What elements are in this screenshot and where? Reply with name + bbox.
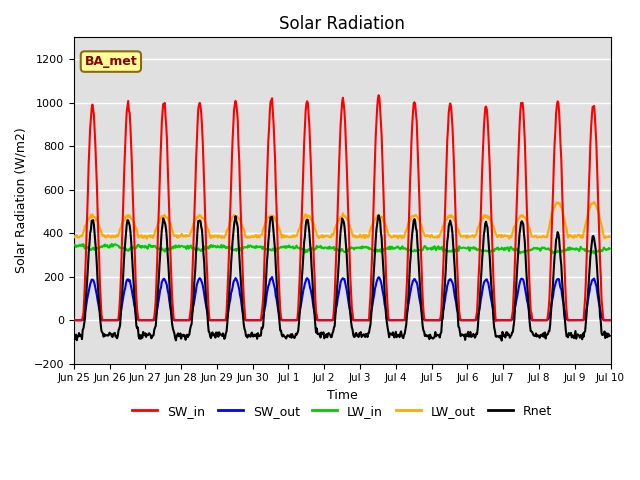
LW_out [606, 234, 614, 240]
SW_out [189, 304, 197, 310]
SW_out [606, 317, 614, 323]
Rnet [218, 332, 225, 338]
LW_out [135, 235, 143, 240]
LW_in [218, 245, 226, 251]
Rnet [498, 337, 506, 343]
SW_in [135, 317, 143, 323]
Rnet [189, 303, 197, 309]
LW_in [591, 251, 598, 256]
Rnet [70, 336, 77, 342]
Line: SW_in: SW_in [74, 95, 610, 321]
LW_in [136, 244, 143, 250]
SW_out [135, 317, 143, 323]
Line: Rnet: Rnet [74, 215, 610, 340]
SW_in [70, 317, 77, 323]
Text: BA_met: BA_met [84, 55, 137, 68]
LW_out [70, 235, 77, 240]
Line: LW_out: LW_out [74, 202, 610, 239]
LW_in [408, 248, 415, 254]
SW_out [79, 317, 87, 323]
SW_out [218, 317, 225, 323]
LW_out [408, 215, 415, 221]
SW_in [423, 317, 431, 323]
SW_in [375, 92, 383, 98]
Line: LW_in: LW_in [74, 244, 610, 253]
LW_in [423, 247, 431, 252]
LW_in [79, 241, 87, 247]
LW_in [70, 242, 77, 248]
SW_in [79, 310, 87, 316]
Rnet [423, 334, 431, 339]
Rnet [606, 333, 614, 339]
SW_in [492, 318, 500, 324]
Line: SW_out: SW_out [74, 277, 610, 320]
X-axis label: Time: Time [327, 389, 358, 402]
SW_in [189, 257, 197, 263]
LW_in [606, 246, 614, 252]
LW_out [190, 220, 198, 226]
SW_out [70, 317, 77, 323]
LW_in [108, 241, 116, 247]
Y-axis label: Solar Radiation (W/m2): Solar Radiation (W/m2) [15, 128, 28, 274]
SW_in [606, 317, 614, 323]
LW_out [79, 229, 87, 235]
SW_out [268, 274, 276, 280]
SW_out [408, 283, 415, 289]
Legend: SW_in, SW_out, LW_in, LW_out, Rnet: SW_in, SW_out, LW_in, LW_out, Rnet [127, 400, 557, 423]
Rnet [79, 325, 87, 331]
LW_out [590, 199, 598, 205]
SW_out [423, 317, 431, 323]
Title: Solar Radiation: Solar Radiation [279, 15, 405, 33]
LW_in [190, 244, 198, 250]
LW_out [218, 233, 226, 239]
LW_out [143, 236, 150, 241]
Rnet [135, 334, 143, 339]
LW_out [423, 232, 431, 238]
SW_in [218, 317, 225, 323]
Rnet [408, 239, 415, 245]
SW_in [408, 138, 415, 144]
Rnet [375, 212, 383, 218]
